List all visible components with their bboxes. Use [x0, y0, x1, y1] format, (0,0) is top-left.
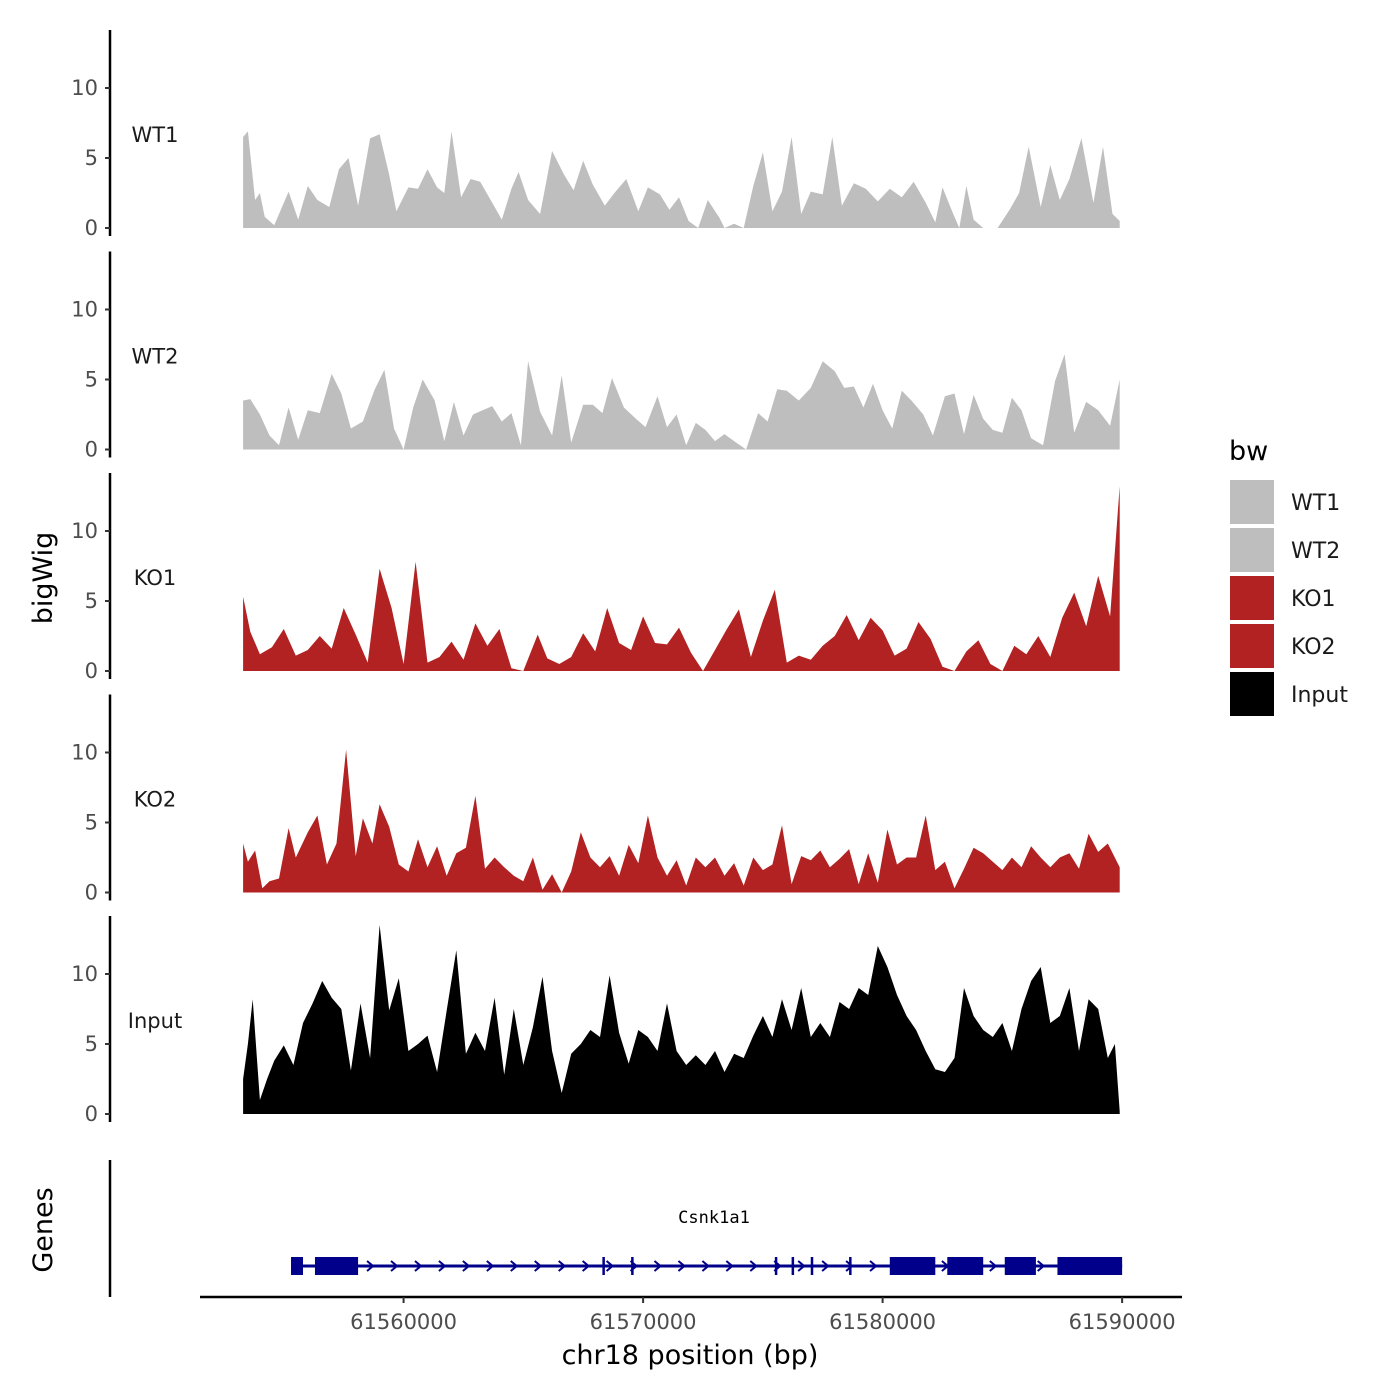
track-label: Input	[128, 1009, 182, 1033]
y-tick-label: 5	[85, 1032, 98, 1056]
strand-arrow	[438, 1260, 447, 1272]
genes-track: Csnk1a1	[108, 1160, 1123, 1297]
coverage-area-input	[243, 925, 1120, 1114]
strand-arrow	[797, 1260, 806, 1272]
strand-arrow	[869, 1260, 878, 1272]
strand-arrow	[462, 1260, 471, 1272]
strand-arrow	[989, 1260, 998, 1272]
y-tick-label: 0	[85, 881, 98, 905]
strand-arrow	[653, 1260, 663, 1272]
strand-arrow	[605, 1260, 615, 1272]
strand-arrow	[581, 1260, 591, 1272]
exon	[810, 1257, 814, 1275]
exon	[791, 1257, 795, 1275]
y-tick-label: 10	[71, 76, 98, 100]
legend-swatch-wt1	[1230, 480, 1274, 524]
y-tick-label: 0	[85, 438, 98, 462]
exon	[602, 1257, 605, 1275]
strand-arrow	[534, 1260, 543, 1272]
y-tick-label: 10	[71, 298, 98, 322]
track-label: WT1	[132, 123, 179, 147]
legend-label-ko1: KO1	[1291, 587, 1336, 612]
y-tick-label: 0	[85, 216, 98, 240]
y-tick-label: 5	[85, 146, 98, 170]
coverage-area-wt2	[243, 354, 1120, 450]
exon	[314, 1257, 359, 1275]
legend-swatch-wt2	[1230, 528, 1274, 572]
strand-arrow	[701, 1260, 710, 1272]
strand-arrow	[1037, 1260, 1046, 1272]
track-input: 0 5 10 Input	[71, 916, 1120, 1126]
y-tick-label: 0	[85, 659, 98, 683]
track-ko1: 0 5 10 KO1	[71, 473, 1120, 683]
strand-arrow	[390, 1260, 399, 1272]
x-tick-label: 61590000	[1069, 1310, 1176, 1334]
x-tick-label: 61570000	[590, 1310, 697, 1334]
legend-title: bw	[1229, 436, 1268, 467]
strand-arrow	[558, 1260, 567, 1272]
track-wt1: 0 5 10 WT1	[71, 30, 1120, 240]
y-tick-label: 10	[71, 962, 98, 986]
y-axis-title: bigWig	[28, 532, 59, 625]
y-tick-label: 5	[85, 589, 98, 613]
exon	[631, 1257, 634, 1275]
coverage-area-ko1	[243, 486, 1120, 671]
x-tick-label: 61560000	[350, 1310, 457, 1334]
x-axis-title: chr18 position (bp)	[562, 1340, 819, 1371]
exon	[889, 1257, 936, 1275]
y-tick-label: 5	[85, 368, 98, 392]
bigwig-tracks: 0 5 10 WT1 0 5 10 WT2 0 5 10 KO1 0 5 10 KO2 0 5 10 Input	[71, 30, 1120, 1126]
exon	[947, 1257, 984, 1275]
strand-arrow	[414, 1260, 423, 1272]
track-label: KO2	[134, 788, 177, 812]
legend-swatch-ko1	[1230, 576, 1274, 620]
legend-label-wt1: WT1	[1291, 491, 1340, 516]
coverage-area-ko2	[243, 749, 1120, 893]
legend-swatch-input	[1230, 672, 1274, 716]
strand-arrow	[725, 1260, 734, 1272]
exon	[774, 1257, 778, 1275]
strand-arrow	[821, 1260, 830, 1272]
legend-label-ko2: KO2	[1291, 635, 1336, 660]
gene-name-label: Csnk1a1	[678, 1208, 750, 1228]
track-ko2: 0 5 10 KO2	[71, 694, 1120, 905]
coverage-area-wt1	[243, 131, 1120, 228]
y-tick-label: 10	[71, 519, 98, 543]
exon	[849, 1257, 852, 1275]
track-label: WT2	[132, 345, 179, 369]
y-tick-label: 5	[85, 811, 98, 835]
y-tick-label: 0	[85, 1102, 98, 1126]
legend: bw WT1 WT2 KO1 KO2 Input	[1229, 436, 1348, 716]
strand-arrow	[749, 1260, 758, 1272]
strand-arrow	[677, 1260, 686, 1272]
track-label: KO1	[134, 566, 177, 590]
y-tick-label: 10	[71, 741, 98, 765]
exon	[291, 1257, 303, 1275]
strand-arrow	[366, 1260, 375, 1272]
genes-track-title: Genes	[28, 1187, 59, 1272]
strand-arrow	[845, 1260, 854, 1272]
x-tick-label: 61580000	[829, 1310, 936, 1334]
legend-label-input: Input	[1291, 683, 1348, 708]
legend-swatch-ko2	[1230, 624, 1274, 668]
strand-arrow	[486, 1260, 495, 1272]
x-axis: 61560000 61570000 61580000 61590000	[200, 1295, 1182, 1334]
legend-label-wt2: WT2	[1291, 539, 1340, 564]
exon	[1004, 1257, 1036, 1275]
exon	[1057, 1257, 1123, 1275]
track-wt2: 0 5 10 WT2	[71, 251, 1120, 462]
strand-arrow	[510, 1260, 519, 1272]
